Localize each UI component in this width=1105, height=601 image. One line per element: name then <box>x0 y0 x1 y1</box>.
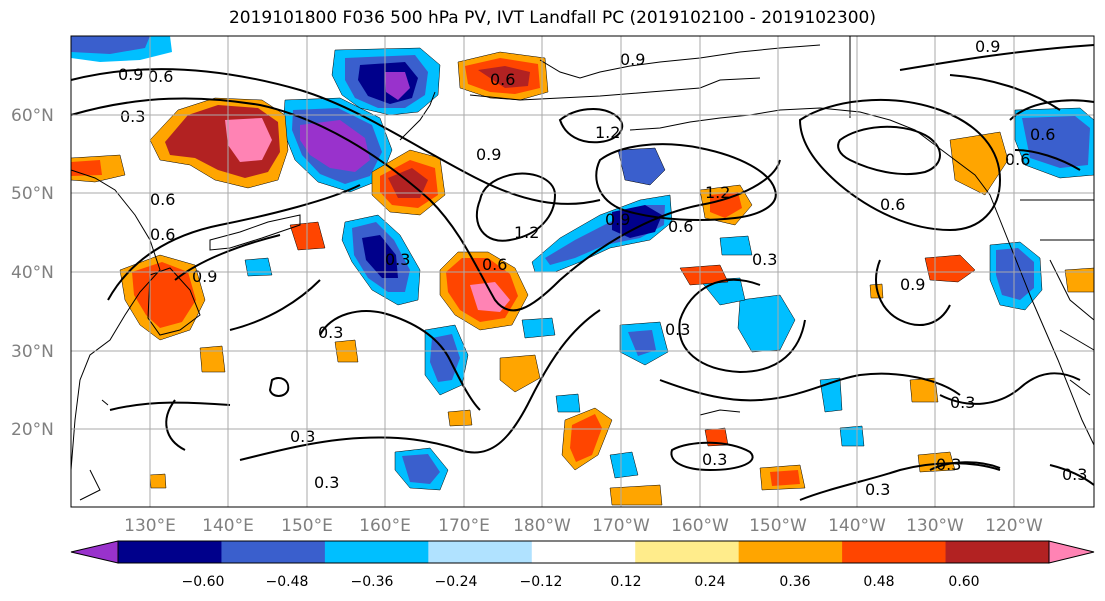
longitude-labels: 130°E 140°E 150°E 160°E 170°E 180°W 170°… <box>124 516 1043 536</box>
contour-label: 0.3 <box>752 250 777 269</box>
lon-label: 140°W <box>828 516 886 536</box>
contour-label: 0.6 <box>1005 150 1030 169</box>
colorbar-right-arrow <box>1048 540 1095 564</box>
lon-label: 130°W <box>906 516 964 536</box>
colorbar-segment <box>221 541 326 563</box>
contour-label: 0.9 <box>476 145 501 164</box>
colorbar-label: −0.36 <box>351 574 394 590</box>
contour-label: 1.2 <box>595 123 620 142</box>
lon-label: 180°W <box>513 516 571 536</box>
contour-label: 0.3 <box>865 480 890 499</box>
colorbar-segment <box>738 541 843 563</box>
colorbar-frame <box>117 540 1050 564</box>
contour-label: 0.3 <box>665 320 690 339</box>
lon-label: 150°E <box>281 516 333 536</box>
map-title: 2019101800 F036 500 hPa PV, IVT Landfall… <box>228 8 876 28</box>
lon-label: 140°E <box>202 516 254 536</box>
colorbar-segment <box>428 541 533 563</box>
contour-label: 0.6 <box>668 217 693 236</box>
lon-label: 170°E <box>438 516 490 536</box>
latitude-labels: 60°N 50°N 40°N 30°N 20°N <box>11 106 54 440</box>
colorbar-label: 0.24 <box>694 574 725 590</box>
contour-label: 0.9 <box>900 275 925 294</box>
blue-anomaly-topleft <box>71 36 172 62</box>
blue-anomaly-kamchatka <box>331 47 441 116</box>
colorbar-segment <box>635 541 740 563</box>
contour-label: 0.3 <box>936 455 961 474</box>
contour-label: 0.6 <box>148 67 173 86</box>
warm-anomaly-siberia <box>70 97 289 189</box>
warm-anomaly-gulf-alaska <box>699 131 1009 226</box>
lon-label: 160°E <box>359 516 411 536</box>
shaded-fields <box>70 36 1095 506</box>
colorbar-label: −0.12 <box>520 574 563 590</box>
lat-label: 20°N <box>11 420 54 440</box>
contour-label: 0.3 <box>385 250 410 269</box>
contour-label: 0.6 <box>880 195 905 214</box>
colorbar-label: 0.60 <box>948 574 979 590</box>
blue-anomaly-gulf <box>617 147 666 186</box>
lat-label: 60°N <box>11 106 54 126</box>
colorbar-segment <box>118 541 222 563</box>
contour-label: 0.9 <box>605 210 630 229</box>
contour-label: 0.9 <box>118 65 143 84</box>
contour-label: 0.3 <box>1062 465 1087 484</box>
colorbar-segment <box>324 541 429 563</box>
coastlines <box>70 36 1095 501</box>
contour-label: 0.3 <box>950 393 975 412</box>
map-frame <box>70 35 1095 508</box>
contour-label: 0.3 <box>318 323 343 342</box>
colorbar: −0.60 −0.48 −0.36 −0.24 −0.12 0.12 0.24 … <box>70 540 1095 590</box>
colorbar-labels: −0.60 −0.48 −0.36 −0.24 −0.12 0.12 0.24 … <box>182 574 980 590</box>
lon-label: 130°E <box>124 516 176 536</box>
contour-label: 0.3 <box>290 427 315 446</box>
colorbar-left-arrow <box>70 540 119 564</box>
lon-label: 120°W <box>985 516 1043 536</box>
blue-anomaly-central <box>341 214 421 306</box>
colorbar-label: 0.12 <box>610 574 641 590</box>
lat-label: 40°N <box>11 263 54 283</box>
colorbar-segment <box>531 541 636 563</box>
contour-labels: 0.9 0.6 0.3 0.6 0.6 0.9 0.3 0.3 0.6 1.2 … <box>118 37 1087 499</box>
contour-label: 0.6 <box>490 70 515 89</box>
warm-anomaly-others <box>149 221 1095 506</box>
colorbar-segments <box>118 541 1050 563</box>
contour-label: 0.9 <box>620 50 645 69</box>
lon-label: 150°W <box>749 516 807 536</box>
contour-label: 0.3 <box>120 107 145 126</box>
contour-lines <box>70 44 1095 501</box>
lon-label: 170°W <box>592 516 650 536</box>
colorbar-segment <box>945 541 1050 563</box>
colorbar-label: 0.48 <box>863 574 894 590</box>
contour-label: 0.6 <box>1030 125 1055 144</box>
colorbar-label: −0.24 <box>435 574 478 590</box>
colorbar-label: −0.60 <box>182 574 225 590</box>
blue-anomaly-subtropics <box>244 107 1095 491</box>
contour-label: 0.6 <box>150 190 175 209</box>
colorbar-label: 0.36 <box>779 574 810 590</box>
contour-label: 1.2 <box>514 223 539 242</box>
contour-label: 0.9 <box>192 267 217 286</box>
lat-label: 30°N <box>11 342 54 362</box>
contour-label: 0.9 <box>975 37 1000 56</box>
colorbar-segment <box>842 541 947 563</box>
contour-label: 0.6 <box>150 225 175 244</box>
contour-label: 0.3 <box>314 473 339 492</box>
contour-label: 0.3 <box>702 450 727 469</box>
lat-label: 50°N <box>11 184 54 204</box>
contour-label: 0.6 <box>482 255 507 274</box>
gridlines <box>71 36 1094 507</box>
lon-label: 160°W <box>671 516 729 536</box>
warm-anomaly-kamchatka-east <box>457 51 549 101</box>
colorbar-label: −0.48 <box>266 574 309 590</box>
